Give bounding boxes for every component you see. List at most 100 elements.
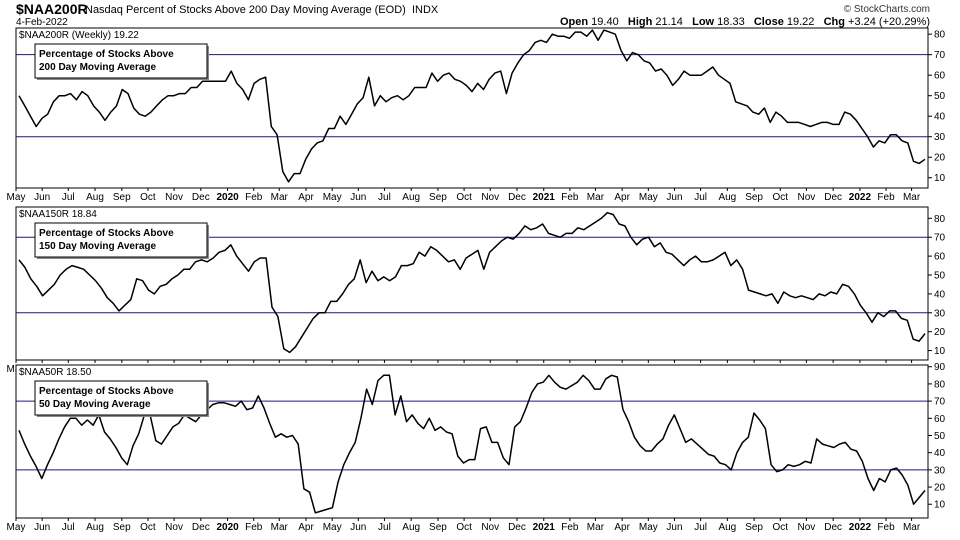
x-tick-label: Feb — [245, 192, 263, 203]
x-tick-label: Nov — [798, 522, 816, 533]
y-tick-label: 50 — [934, 271, 946, 282]
y-tick-label: 50 — [934, 431, 946, 442]
panel-title-line: Percentage of Stocks Above — [39, 228, 174, 239]
x-tick-label: 2022 — [849, 192, 872, 203]
x-tick-label: Dec — [192, 522, 210, 533]
y-tick-label: 30 — [934, 308, 946, 319]
x-tick-label: 2021 — [533, 522, 556, 533]
x-tick-label: Aug — [718, 192, 736, 203]
chg-label: Chg — [823, 16, 845, 28]
y-tick-label: 60 — [934, 414, 946, 425]
x-tick-label: Sep — [113, 192, 131, 203]
x-tick-label: May — [7, 522, 26, 533]
x-tick-label: Sep — [745, 522, 763, 533]
x-tick-label: Mar — [903, 522, 921, 533]
exchange-label: INDX — [411, 4, 439, 16]
x-tick-label: Dec — [508, 192, 526, 203]
x-tick-label: Jul — [694, 522, 707, 533]
y-tick-label: 80 — [934, 214, 946, 225]
x-tick-label: Jun — [666, 192, 682, 203]
x-tick-label: Dec — [824, 522, 842, 533]
high-value: 21.14 — [655, 16, 683, 28]
x-tick-label: Feb — [245, 522, 263, 533]
y-tick-label: 80 — [934, 30, 946, 41]
panel-title-line: 50 Day Moving Average — [39, 399, 151, 410]
y-tick-label: 10 — [934, 346, 946, 357]
x-tick-label: Mar — [903, 192, 921, 203]
open-value: 19.40 — [591, 16, 619, 28]
x-tick-label: Oct — [140, 522, 156, 533]
x-tick-label: Jun — [350, 192, 366, 203]
series-line — [18, 374, 926, 514]
x-tick-label: Aug — [86, 522, 104, 533]
chart-symbol: $NAA200R — [16, 1, 88, 17]
series-line — [18, 29, 926, 183]
y-tick-label: 70 — [934, 233, 946, 244]
open-label: Open — [559, 16, 589, 28]
stockcharts-credit: © StockCharts.com — [843, 4, 930, 15]
panel-title-line: 150 Day Moving Average — [39, 241, 157, 252]
title-box — [34, 380, 208, 416]
close-value: 19.22 — [786, 16, 815, 28]
x-tick-label: Oct — [772, 522, 788, 533]
x-tick-label: Jul — [62, 192, 75, 203]
x-tick-label: Nov — [481, 192, 499, 203]
chg-value: +3.24 (+20.29%) — [848, 16, 930, 28]
x-tick-label: May — [639, 192, 658, 203]
y-tick-label: 40 — [934, 448, 946, 459]
index-name: Nasdaq Percent of Stocks Above 200 Day M… — [85, 4, 406, 16]
x-tick-label: Sep — [429, 192, 447, 203]
x-tick-label: May — [639, 522, 658, 533]
x-tick-label: Aug — [402, 192, 420, 203]
y-tick-label: 20 — [934, 483, 946, 494]
y-tick-label: 40 — [934, 112, 946, 123]
x-tick-label: Apr — [298, 522, 314, 533]
y-tick-label: 60 — [934, 71, 946, 82]
x-tick-label: Oct — [140, 192, 156, 203]
panel-1: 10 20 30 40 50 60 70 80 $NAA200R (Weekly) 19.22 P… — [7, 27, 946, 203]
x-tick-label: Sep — [429, 522, 447, 533]
x-tick-label: Apr — [614, 522, 630, 533]
y-tick-label: 30 — [934, 465, 946, 476]
x-tick-label: Aug — [718, 522, 736, 533]
low-label: Low — [692, 16, 715, 28]
x-tick-label: Aug — [86, 192, 104, 203]
y-tick-label: 50 — [934, 91, 946, 102]
x-tick-label: Sep — [745, 192, 763, 203]
x-tick-label: Jun — [34, 192, 50, 203]
x-tick-label: Jul — [62, 522, 75, 533]
x-tick-label: 2022 — [849, 522, 872, 533]
x-tick-label: Oct — [456, 192, 472, 203]
x-tick-label: Mar — [587, 192, 605, 203]
x-axis: May Jun Jul Aug Sep Oct Nov Dec 2020 Feb Mar Apr May… — [7, 518, 921, 533]
y-tick-label: 60 — [934, 252, 946, 263]
x-tick-label: Jun — [34, 522, 50, 533]
x-tick-label: Nov — [798, 192, 816, 203]
x-tick-label: Apr — [298, 192, 314, 203]
panel-title-line: 200 Day Moving Average — [39, 62, 157, 73]
y-tick-label: 40 — [934, 289, 946, 300]
y-tick-label: 30 — [934, 132, 946, 143]
x-tick-label: May — [323, 192, 342, 203]
series-line — [18, 211, 926, 354]
x-tick-label: Aug — [402, 522, 420, 533]
x-tick-label: Nov — [165, 522, 183, 533]
x-tick-label: Jul — [378, 522, 391, 533]
close-label: Close — [753, 16, 784, 28]
x-tick-label: Dec — [192, 192, 210, 203]
y-tick-label: 10 — [934, 500, 946, 511]
chart-date: 4-Feb-2022 — [16, 17, 68, 28]
x-tick-label: May — [7, 192, 26, 203]
quote-summary: Open 19.40 High 21.14 Low 18.33 Close 19… — [560, 16, 930, 28]
x-tick-label: Jul — [378, 192, 391, 203]
x-tick-label: May — [323, 522, 342, 533]
x-tick-label: Feb — [561, 522, 579, 533]
x-tick-label: Feb — [877, 522, 895, 533]
x-tick-label: Dec — [508, 522, 526, 533]
x-tick-label: Mar — [587, 522, 605, 533]
x-tick-label: Nov — [165, 192, 183, 203]
x-tick-label: Feb — [877, 192, 895, 203]
x-tick-label: Jul — [694, 192, 707, 203]
panel-title-line: Percentage of Stocks Above — [39, 49, 174, 60]
y-tick-label: 80 — [934, 379, 946, 390]
